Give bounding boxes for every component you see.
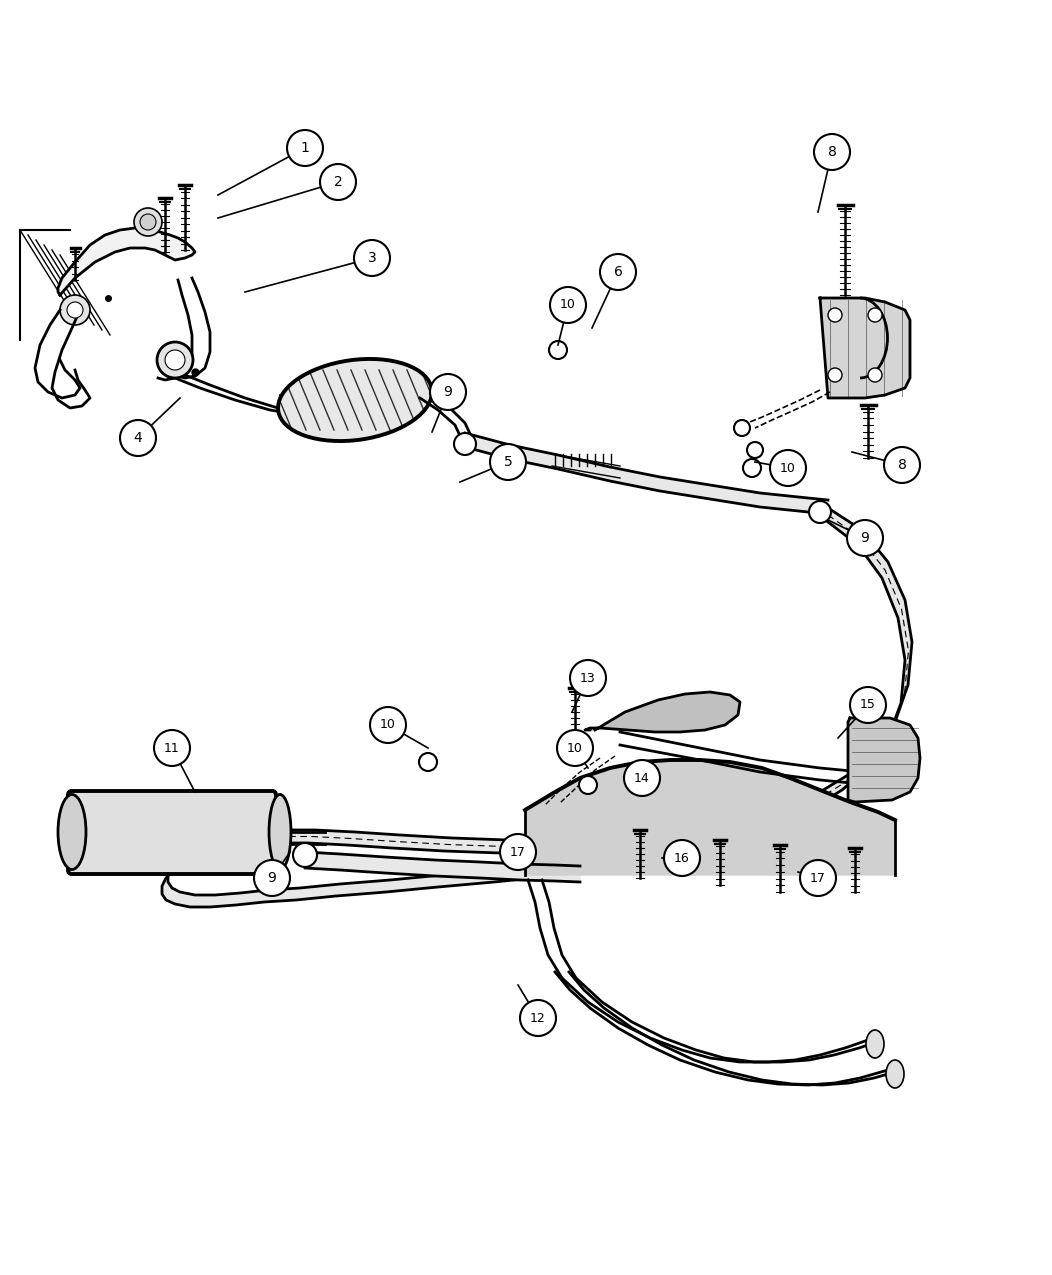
Circle shape xyxy=(60,295,90,325)
Polygon shape xyxy=(162,507,912,907)
Ellipse shape xyxy=(269,794,291,870)
Circle shape xyxy=(868,309,882,323)
Circle shape xyxy=(814,134,850,170)
Text: 3: 3 xyxy=(367,251,377,265)
Text: 16: 16 xyxy=(674,852,690,864)
Circle shape xyxy=(800,861,836,896)
Text: 12: 12 xyxy=(530,1011,546,1025)
Circle shape xyxy=(157,342,193,377)
Text: 13: 13 xyxy=(580,672,595,685)
Circle shape xyxy=(254,861,290,896)
Ellipse shape xyxy=(886,1060,904,1088)
Text: 4: 4 xyxy=(134,431,142,445)
Circle shape xyxy=(500,834,537,870)
Ellipse shape xyxy=(278,360,432,441)
Polygon shape xyxy=(58,228,195,295)
Circle shape xyxy=(549,340,567,360)
Text: 9: 9 xyxy=(444,385,452,399)
Text: 14: 14 xyxy=(634,771,650,784)
Circle shape xyxy=(355,240,390,275)
Circle shape xyxy=(734,419,750,436)
Text: 10: 10 xyxy=(380,719,396,732)
Text: 9: 9 xyxy=(267,871,277,885)
Ellipse shape xyxy=(58,794,86,870)
Polygon shape xyxy=(305,852,580,882)
Text: 8: 8 xyxy=(828,145,836,159)
Circle shape xyxy=(770,450,806,486)
Circle shape xyxy=(165,351,185,370)
Circle shape xyxy=(570,660,606,696)
Circle shape xyxy=(747,442,763,458)
Circle shape xyxy=(828,309,842,323)
Circle shape xyxy=(134,208,162,236)
Polygon shape xyxy=(465,434,828,514)
Text: 9: 9 xyxy=(861,530,869,544)
Circle shape xyxy=(579,776,596,794)
Circle shape xyxy=(320,164,356,200)
Circle shape xyxy=(490,444,526,479)
Circle shape xyxy=(664,840,700,876)
Text: 10: 10 xyxy=(560,298,575,311)
Polygon shape xyxy=(820,298,910,398)
Text: 15: 15 xyxy=(861,699,876,711)
Text: 10: 10 xyxy=(567,742,583,755)
Circle shape xyxy=(809,501,831,523)
Circle shape xyxy=(847,520,883,556)
Polygon shape xyxy=(848,718,920,802)
Polygon shape xyxy=(525,760,895,875)
Circle shape xyxy=(624,760,660,796)
Circle shape xyxy=(828,368,842,382)
Text: 1: 1 xyxy=(301,142,309,156)
FancyBboxPatch shape xyxy=(68,790,276,873)
Circle shape xyxy=(430,374,466,411)
Circle shape xyxy=(454,434,476,455)
Polygon shape xyxy=(585,692,740,732)
Ellipse shape xyxy=(866,1030,884,1058)
Circle shape xyxy=(600,254,636,289)
Text: 2: 2 xyxy=(333,175,342,189)
Circle shape xyxy=(550,287,586,323)
Text: 10: 10 xyxy=(781,462,796,474)
Circle shape xyxy=(287,130,323,166)
Text: 6: 6 xyxy=(613,265,623,279)
Text: 11: 11 xyxy=(164,742,180,755)
Text: 5: 5 xyxy=(504,455,512,469)
Circle shape xyxy=(419,754,437,771)
Circle shape xyxy=(67,302,83,317)
Circle shape xyxy=(520,1000,557,1037)
Circle shape xyxy=(120,419,156,456)
Circle shape xyxy=(884,448,920,483)
Circle shape xyxy=(140,214,156,230)
Text: 8: 8 xyxy=(897,458,907,472)
Circle shape xyxy=(850,687,886,723)
Circle shape xyxy=(557,731,593,766)
Circle shape xyxy=(154,731,190,766)
Circle shape xyxy=(743,459,761,477)
Text: 17: 17 xyxy=(510,845,526,858)
Circle shape xyxy=(868,368,882,382)
Circle shape xyxy=(370,708,406,743)
Text: 17: 17 xyxy=(810,872,826,885)
Circle shape xyxy=(294,843,317,867)
